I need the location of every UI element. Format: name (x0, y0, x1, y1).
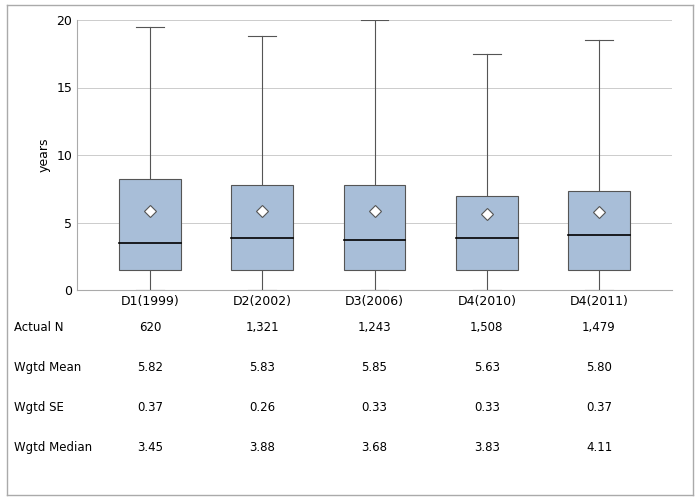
Text: 1,243: 1,243 (358, 321, 391, 334)
Text: 1,508: 1,508 (470, 321, 503, 334)
Text: 620: 620 (139, 321, 161, 334)
Text: Wgtd Mean: Wgtd Mean (14, 361, 81, 374)
Text: 0.37: 0.37 (137, 401, 163, 414)
Text: 1,321: 1,321 (246, 321, 279, 334)
Text: 3.88: 3.88 (249, 441, 275, 454)
Y-axis label: years: years (38, 138, 50, 172)
FancyBboxPatch shape (119, 180, 181, 270)
Text: 5.63: 5.63 (474, 361, 500, 374)
Text: 3.68: 3.68 (361, 441, 388, 454)
Text: 5.82: 5.82 (137, 361, 163, 374)
Text: 0.33: 0.33 (474, 401, 500, 414)
FancyBboxPatch shape (344, 184, 405, 270)
Text: Actual N: Actual N (14, 321, 64, 334)
Text: Wgtd SE: Wgtd SE (14, 401, 64, 414)
Text: 1,479: 1,479 (582, 321, 616, 334)
Text: 5.85: 5.85 (362, 361, 387, 374)
FancyBboxPatch shape (568, 192, 630, 270)
Text: 0.37: 0.37 (586, 401, 612, 414)
Text: Wgtd Median: Wgtd Median (14, 441, 92, 454)
FancyBboxPatch shape (232, 184, 293, 270)
Text: 4.11: 4.11 (586, 441, 612, 454)
Text: 5.83: 5.83 (249, 361, 275, 374)
FancyBboxPatch shape (456, 196, 517, 270)
Text: 3.45: 3.45 (137, 441, 163, 454)
Text: 3.83: 3.83 (474, 441, 500, 454)
Text: 5.80: 5.80 (586, 361, 612, 374)
Text: 0.33: 0.33 (362, 401, 387, 414)
Text: 0.26: 0.26 (249, 401, 275, 414)
